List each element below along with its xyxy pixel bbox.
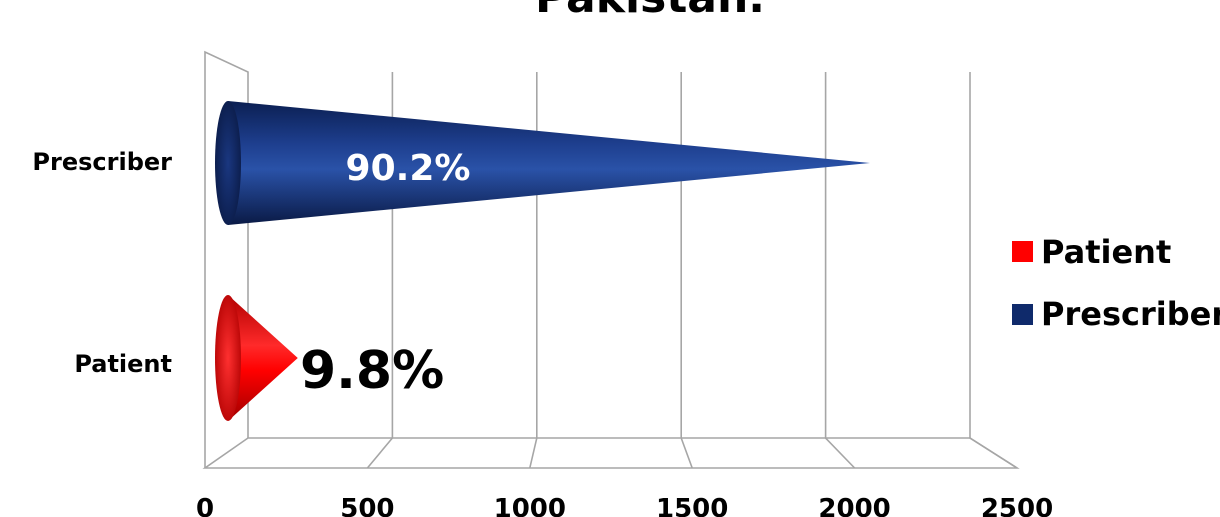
legend-swatch-patient: [1012, 241, 1033, 262]
cone-base-patient: [215, 295, 241, 421]
x-tick-label: 2000: [818, 494, 890, 517]
left-wall: [204, 50, 249, 468]
x-tick-label: 0: [196, 494, 214, 517]
floor: [202, 437, 1020, 469]
cone-base-prescriber: [215, 101, 241, 225]
legend: Patient Prescriber: [1012, 233, 1220, 333]
cone-bar-prescriber: [228, 101, 870, 225]
x-tick-label: 1000: [494, 494, 566, 517]
data-label-patient: 9.8%: [300, 341, 444, 401]
chart-title: Pakistan.: [535, 0, 765, 23]
legend-swatch-prescriber: [1012, 304, 1033, 325]
legend-label-prescriber: Prescriber: [1041, 295, 1220, 333]
x-tick-label: 500: [340, 494, 394, 517]
category-label: Patient: [74, 350, 172, 378]
x-axis-ticks: 0 500 1000 1500 2000 2500: [196, 494, 1053, 517]
cone-bars: [215, 101, 870, 421]
gridline-2000: [824, 72, 856, 469]
cone-bar-patient: [228, 295, 298, 421]
data-label-prescriber: 90.2%: [346, 148, 471, 189]
x-tick-label: 2500: [981, 494, 1053, 517]
data-labels: 9.8% 90.2%: [300, 148, 470, 401]
x-tick-label: 1500: [656, 494, 728, 517]
category-labels: Patient Prescriber: [32, 148, 172, 378]
gridline-1500: [680, 72, 693, 469]
category-label: Prescriber: [32, 148, 172, 176]
legend-label-patient: Patient: [1041, 233, 1171, 271]
gridline-2500: [969, 72, 1018, 469]
